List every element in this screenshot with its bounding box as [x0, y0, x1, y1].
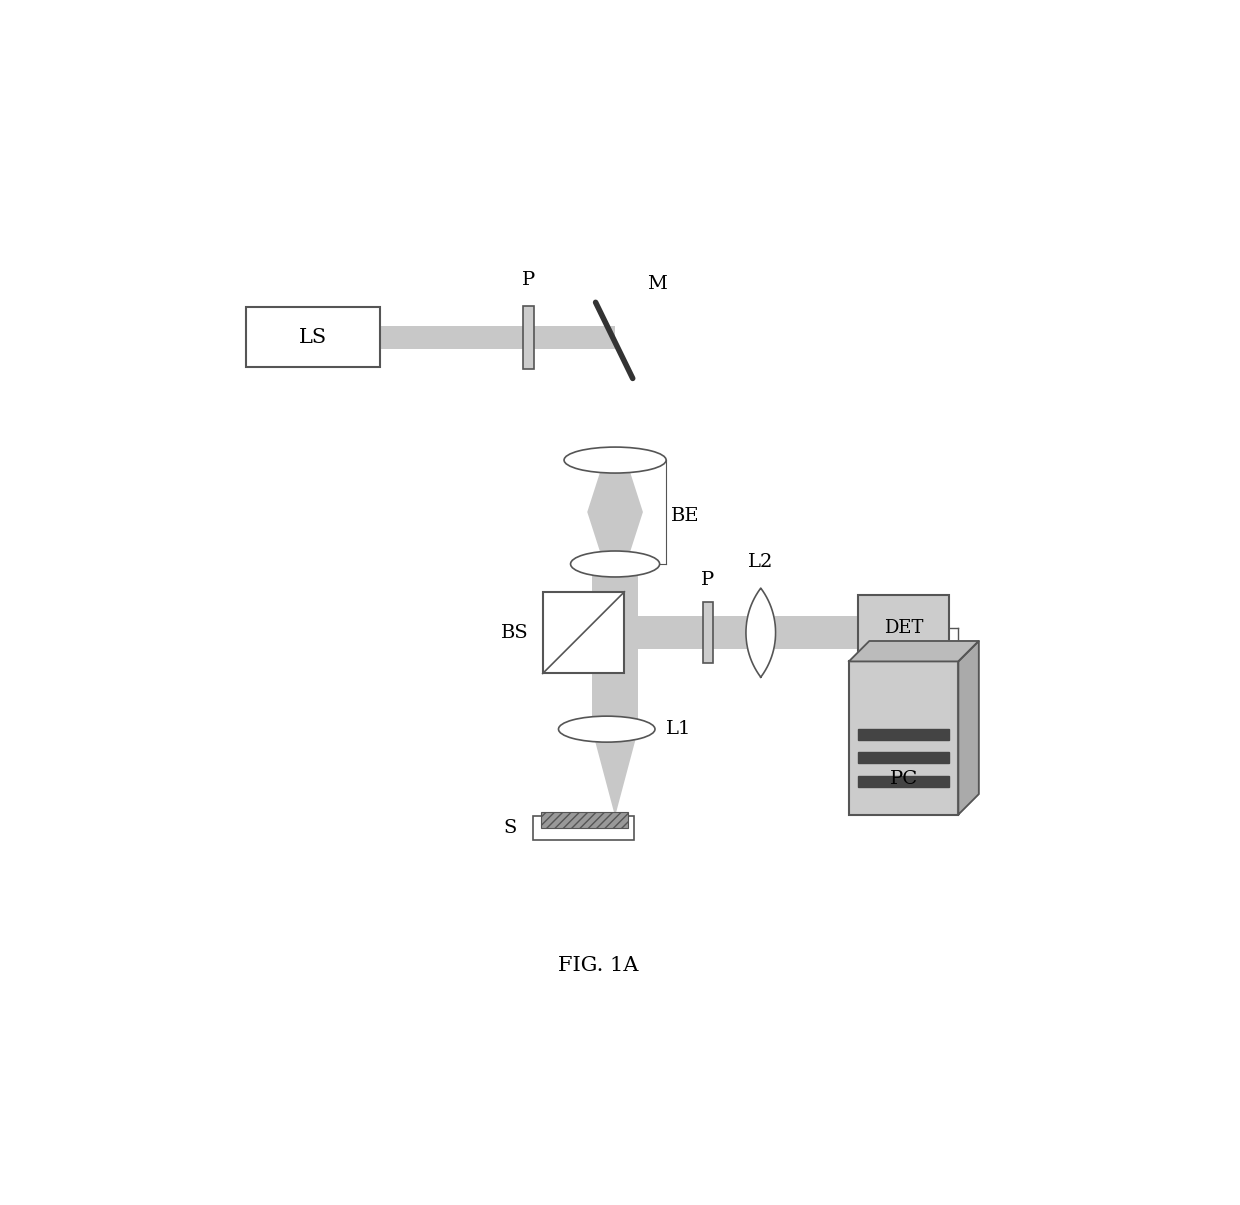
Ellipse shape [564, 447, 666, 474]
Text: M: M [646, 275, 667, 293]
Text: BS: BS [501, 624, 528, 641]
Bar [533, 816, 634, 841]
Polygon shape [625, 616, 858, 649]
Polygon shape [858, 752, 949, 764]
Polygon shape [381, 327, 615, 348]
Bar [246, 307, 381, 368]
Bar [523, 306, 534, 369]
Polygon shape [959, 641, 978, 815]
Polygon shape [591, 729, 639, 816]
Text: LS: LS [299, 328, 327, 347]
Text: BE: BE [671, 507, 699, 524]
Text: P: P [522, 271, 536, 289]
Bar [543, 592, 625, 674]
Bar [858, 594, 949, 662]
Text: L1: L1 [666, 721, 692, 739]
Bar [541, 812, 629, 828]
Polygon shape [591, 564, 639, 592]
Text: S: S [503, 819, 517, 837]
Text: FIG. 1A: FIG. 1A [558, 957, 639, 975]
Text: PC: PC [889, 770, 918, 788]
Text: DET: DET [884, 619, 924, 637]
Text: P: P [702, 571, 714, 588]
Bar [849, 662, 959, 815]
Polygon shape [591, 592, 639, 674]
Polygon shape [858, 729, 949, 740]
Polygon shape [588, 460, 642, 564]
Bar [703, 602, 713, 663]
Polygon shape [604, 337, 626, 460]
Polygon shape [858, 776, 949, 787]
Ellipse shape [558, 716, 655, 742]
Text: L2: L2 [748, 553, 774, 571]
Polygon shape [746, 588, 775, 677]
Polygon shape [591, 674, 639, 729]
Ellipse shape [570, 551, 660, 577]
Polygon shape [849, 641, 978, 662]
